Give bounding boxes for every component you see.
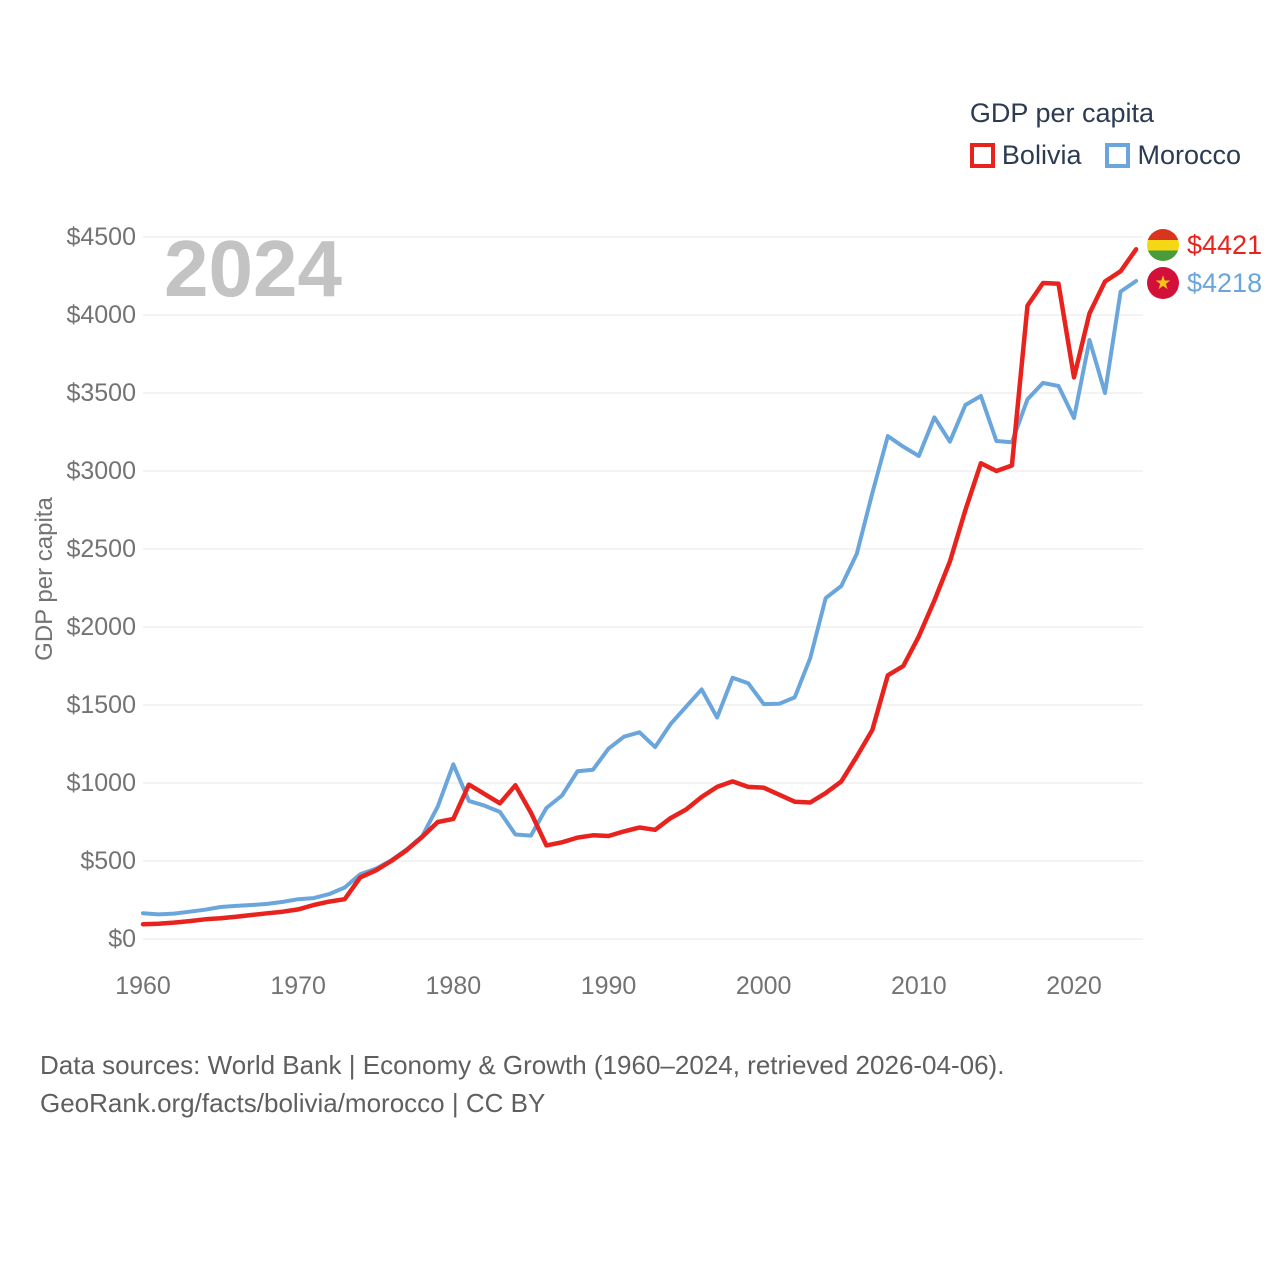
- x-tick-label: 2000: [735, 972, 792, 1000]
- end-label-morocco: ★ $4218: [1147, 266, 1262, 300]
- x-tick-label: 2010: [891, 972, 947, 1000]
- x-tick-label: 1960: [115, 972, 171, 1000]
- legend-label-morocco: Morocco: [1137, 140, 1241, 170]
- end-label-bolivia: $4421: [1147, 228, 1262, 262]
- y-tick-label: $500: [80, 847, 136, 875]
- legend-items: Bolivia Morocco: [969, 140, 1241, 170]
- y-axis-title: GDP per capita: [31, 497, 58, 661]
- x-tick-label: 1970: [270, 972, 326, 1000]
- legend-item-morocco[interactable]: Morocco: [1105, 140, 1241, 170]
- y-tick-label: $4500: [66, 223, 136, 251]
- y-tick-label: $1500: [66, 691, 136, 719]
- x-tick-label: 2020: [1046, 972, 1102, 1000]
- legend-swatch-morocco-icon: [1105, 142, 1131, 168]
- legend: GDP per capita Bolivia Morocco: [969, 97, 1241, 170]
- y-tick-label: $2500: [66, 535, 136, 563]
- line-bolivia[interactable]: [140, 247, 1139, 927]
- legend-item-bolivia[interactable]: Bolivia: [969, 140, 1082, 170]
- y-tick-label: $0: [108, 925, 136, 953]
- footer: Data sources: World Bank | Economy & Gro…: [40, 1046, 1004, 1122]
- morocco-flag-icon: ★: [1147, 267, 1179, 299]
- morocco-star-icon: ★: [1154, 272, 1172, 294]
- y-tick-label: $2000: [66, 613, 136, 641]
- legend-label-bolivia: Bolivia: [1001, 140, 1082, 170]
- legend-swatch-bolivia-icon: [969, 142, 995, 168]
- watermark-year: 2024: [164, 224, 342, 313]
- x-tick-label: 1980: [425, 972, 482, 1000]
- y-tick-label: $3500: [66, 379, 136, 407]
- end-value-morocco: $4218: [1187, 268, 1263, 298]
- end-value-bolivia: $4421: [1187, 230, 1263, 260]
- bolivia-flag-icon: [1147, 229, 1179, 261]
- y-tick-label: $1000: [66, 769, 136, 797]
- line-morocco[interactable]: [141, 279, 1139, 917]
- footer-sources-line: Data sources: World Bank | Economy & Gro…: [40, 1050, 1005, 1080]
- x-tick-label: 1990: [580, 972, 637, 1000]
- y-tick-label: $4000: [66, 301, 136, 329]
- y-tick-label: $3000: [66, 457, 136, 485]
- footer-attribution-line: GeoRank.org/facts/bolivia/morocco | CC B…: [40, 1088, 546, 1118]
- legend-title: GDP per capita: [969, 98, 1155, 128]
